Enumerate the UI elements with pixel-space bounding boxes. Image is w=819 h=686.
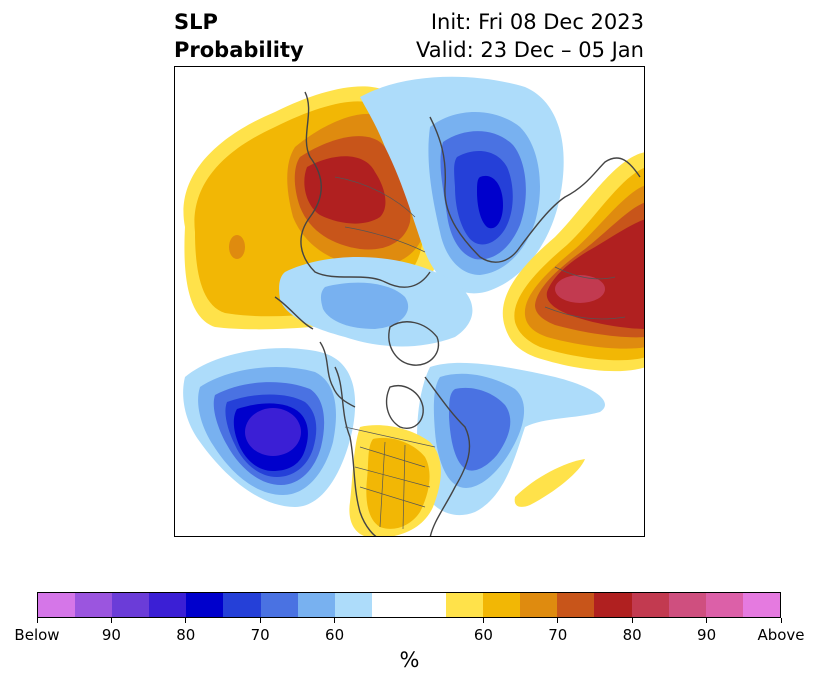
colorbar-swatch bbox=[446, 593, 484, 617]
probability-field bbox=[183, 76, 644, 536]
colorbar-swatch bbox=[38, 593, 76, 617]
colorbar-tick bbox=[482, 618, 484, 623]
colorbar-tick-label: 70 bbox=[250, 626, 270, 644]
coastline-scandinavia bbox=[429, 116, 521, 263]
coastline-asia-east bbox=[519, 157, 641, 248]
above-spot-asia-85 bbox=[555, 275, 605, 303]
colorbar-tick-label: Below bbox=[14, 626, 60, 644]
below-region-europe-80 bbox=[477, 175, 503, 229]
colorbar-swatch bbox=[520, 593, 558, 617]
colorbar-swatch bbox=[705, 593, 743, 617]
polar-map bbox=[174, 66, 645, 537]
colorbar-swatch bbox=[483, 593, 521, 617]
colorbar-swatch bbox=[594, 593, 632, 617]
colorbar-swatch bbox=[334, 593, 372, 617]
colorbar-tick bbox=[631, 618, 633, 623]
above-region-atlantic-streak bbox=[514, 459, 585, 507]
colorbar-swatch bbox=[297, 593, 335, 617]
colorbar-swatch bbox=[260, 593, 298, 617]
colorbar-swatch bbox=[149, 593, 187, 617]
colorbar-tick-label: 90 bbox=[101, 626, 121, 644]
below-region-labrador-70 bbox=[449, 387, 511, 471]
colorbar-tick bbox=[334, 618, 336, 623]
border-us-canada bbox=[344, 426, 436, 448]
colorbar-swatch bbox=[186, 593, 224, 617]
colorbar-swatch bbox=[557, 593, 595, 617]
map-canvas bbox=[175, 67, 644, 536]
colorbar-swatch bbox=[371, 593, 409, 617]
above-region-us-60 bbox=[366, 437, 430, 529]
border-asia bbox=[544, 266, 626, 320]
colorbar-swatch bbox=[668, 593, 706, 617]
colorbar-tick-label: 80 bbox=[622, 626, 642, 644]
colorbar-tick-label: 90 bbox=[697, 626, 717, 644]
above-region-siberia-80 bbox=[304, 156, 386, 224]
above-spot-west bbox=[229, 235, 245, 259]
colorbar-tick bbox=[706, 618, 708, 623]
colorbar-tick bbox=[259, 618, 261, 623]
title-metric: Probability bbox=[174, 38, 304, 62]
valid-range: Valid: 23 Dec – 05 Jan bbox=[415, 38, 644, 62]
coastline-north-america-east bbox=[424, 376, 471, 536]
coastline-greenland bbox=[388, 321, 440, 366]
coastlines bbox=[274, 91, 641, 536]
coastline-europe bbox=[300, 91, 431, 288]
chart-title-left: SLP Probability bbox=[174, 8, 304, 64]
colorbar-swatch bbox=[408, 593, 447, 617]
colorbar-tick bbox=[780, 618, 782, 623]
colorbar-tick-label: Above bbox=[757, 626, 805, 644]
colorbar-tick-label: 60 bbox=[325, 626, 345, 644]
coastline-kamchatka bbox=[274, 296, 314, 330]
colorbar-tick-label: 80 bbox=[176, 626, 196, 644]
colorbar-swatch bbox=[112, 593, 150, 617]
colorbar-unit: % bbox=[399, 648, 420, 672]
colorbar-tick bbox=[557, 618, 559, 623]
below-center-pacific-85 bbox=[245, 408, 301, 456]
colorbar-swatch bbox=[742, 593, 780, 617]
colorbar-tick bbox=[36, 618, 38, 623]
colorbar bbox=[37, 592, 781, 618]
coastline-alaska bbox=[319, 341, 356, 408]
colorbar-swatch bbox=[631, 593, 669, 617]
colorbar-ticks: Below 90 80 70 60 60 70 80 90 Above bbox=[14, 618, 805, 648]
below-region-atlantic-60 bbox=[320, 282, 409, 329]
colorbar-tick bbox=[185, 618, 187, 623]
colorbar-tick-label: 70 bbox=[548, 626, 568, 644]
colorbar-tick-label: 60 bbox=[473, 626, 493, 644]
chart-title-right: Init: Fri 08 Dec 2023 Valid: 23 Dec – 05… bbox=[416, 8, 644, 64]
colorbar-swatch bbox=[75, 593, 113, 617]
coastline-hudson-bay bbox=[385, 385, 424, 429]
title-variable: SLP bbox=[174, 10, 218, 34]
init-date: Init: Fri 08 Dec 2023 bbox=[430, 10, 644, 34]
border-russia bbox=[334, 176, 426, 253]
border-states-grid bbox=[354, 441, 431, 530]
colorbar-swatch bbox=[223, 593, 261, 617]
colorbar-tick bbox=[110, 618, 112, 623]
borders bbox=[334, 176, 626, 530]
